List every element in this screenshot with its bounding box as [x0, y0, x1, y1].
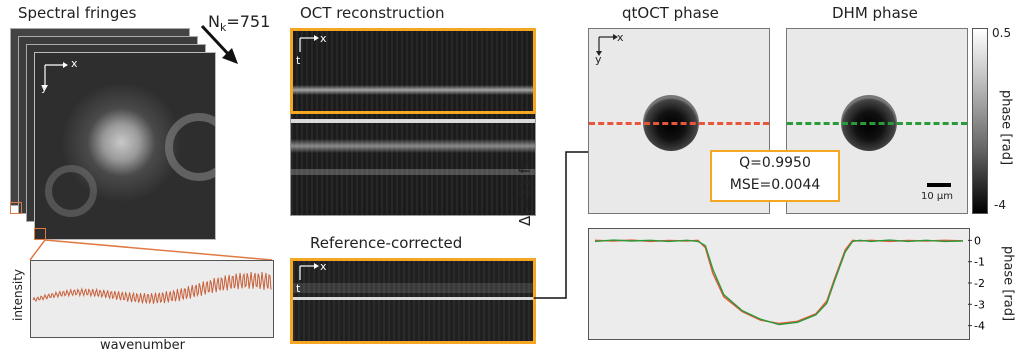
nk-label: Nk=751: [208, 12, 271, 35]
colorbar: [972, 28, 988, 214]
spectrum-ylabel: intensity: [11, 268, 25, 322]
stack-arrow: [200, 24, 238, 64]
oct-t-label: t: [296, 54, 301, 67]
spectrum-line: [32, 271, 272, 305]
profile-ylabel: phase [rad]: [1000, 245, 1016, 322]
ref-t-label: t: [296, 282, 301, 295]
fringe-stack: x y: [10, 28, 230, 248]
oct-title: OCT reconstruction: [300, 4, 445, 22]
qtoct-x-label: x: [617, 31, 624, 44]
mse-value: MSE=0.0044: [729, 177, 821, 193]
spectrum-plot: [30, 260, 274, 338]
ytick-label-0: 0: [974, 234, 981, 247]
colorbar-min: -4: [994, 198, 1006, 212]
spectral-fringes-title: Spectral fringes: [18, 4, 137, 22]
fringe-frame-front: x y: [34, 52, 216, 240]
ref-image: [290, 258, 536, 344]
oct-axes-icon: [299, 35, 319, 52]
qtoct-y-label: y: [595, 53, 602, 66]
profile-ticks: 0 -1 -2 -3 -4: [968, 234, 985, 333]
zoom-lines: [29, 239, 273, 261]
metrics-box: Q=0.9950 MSE=0.0044: [710, 150, 840, 202]
qtoct-title: qtOCT phase: [622, 4, 719, 22]
dhm-title: DHM phase: [832, 4, 918, 22]
ytick-label-1: -1: [974, 256, 985, 269]
ytick-label-4: -4: [974, 320, 985, 333]
ref-x-label: x: [320, 260, 327, 273]
ytick-label-3: -3: [974, 298, 985, 311]
scalebar-label: 10 µm: [921, 191, 954, 202]
delta-t-label: Δt=31 fs: [516, 160, 534, 226]
ref-title: Reference-corrected: [310, 234, 463, 252]
spectrum-xlabel: wavenumber: [100, 338, 186, 353]
oct-highlight-box: [290, 28, 536, 114]
profile-series-1: [594, 239, 964, 326]
qtoct-axes-icon: [596, 34, 618, 56]
profile-series-0: [594, 239, 964, 325]
q-value: Q=0.9950: [739, 155, 811, 171]
ref-axes-icon: [299, 263, 319, 280]
colorbar-label: phase [rad]: [998, 89, 1014, 166]
axis-y-label: y: [41, 81, 48, 94]
phase-profile-chart: [588, 228, 970, 340]
scalebar: [927, 183, 951, 187]
oct-x-label: x: [320, 32, 327, 45]
ytick-label-2: -2: [974, 277, 985, 290]
axis-x-label: x: [71, 57, 78, 70]
image-axes-icon: [42, 62, 68, 90]
oct-image: [290, 28, 536, 216]
colorbar-max: 0.5: [992, 26, 1012, 40]
